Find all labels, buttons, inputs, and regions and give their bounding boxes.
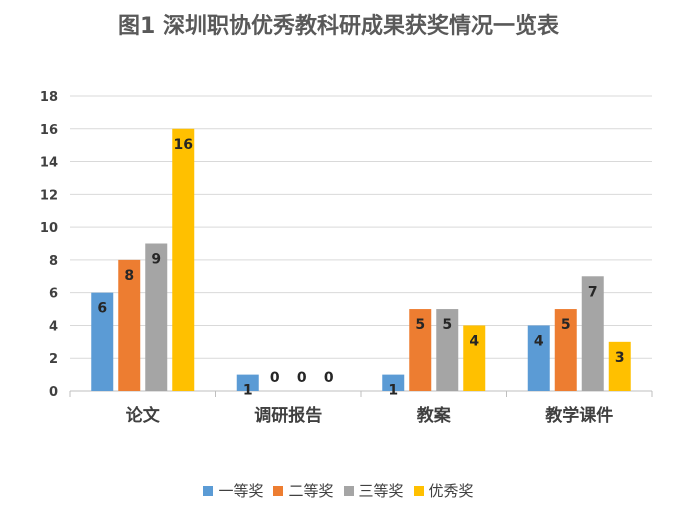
y-tick-label: 10 [40, 221, 58, 236]
data-label: 0 [297, 370, 307, 386]
legend-label: 三等奖 [358, 482, 404, 500]
legend-item: 一等奖 [203, 480, 263, 501]
bar [91, 292, 114, 391]
data-label: 0 [270, 370, 280, 386]
x-tick-label: 论文 [126, 405, 161, 426]
data-label: 5 [415, 317, 425, 333]
legend-swatch [273, 485, 284, 496]
data-label: 0 [324, 370, 334, 386]
bar [172, 128, 195, 391]
y-tick-label: 16 [40, 123, 58, 138]
legend-swatch [203, 485, 214, 496]
chart-title: 图1 深圳职协优秀教科研成果获奖情况一览表 [118, 14, 559, 39]
bar [382, 374, 405, 391]
bar [581, 276, 604, 391]
data-label: 1 [243, 383, 253, 399]
bar [118, 259, 141, 391]
legend-item: 二等奖 [273, 480, 334, 501]
bar [145, 243, 168, 391]
bar [409, 309, 432, 391]
y-tick-label: 14 [40, 156, 58, 171]
y-tick-label: 4 [49, 319, 58, 334]
data-label: 4 [534, 333, 544, 349]
y-tick-label: 8 [49, 254, 58, 269]
bar [608, 341, 631, 391]
x-tick-label: 教案 [416, 405, 452, 426]
x-tick-label: 教学课件 [544, 405, 613, 426]
data-label: 6 [97, 301, 107, 317]
data-label: 16 [174, 137, 193, 153]
bar [554, 309, 577, 391]
data-label: 5 [561, 317, 571, 333]
legend-item: 三等奖 [343, 480, 404, 501]
data-label: 3 [615, 350, 625, 366]
bar [527, 325, 550, 391]
data-label: 4 [469, 333, 479, 349]
y-tick-label: 0 [49, 385, 58, 400]
data-label: 9 [151, 252, 161, 268]
chart-legend: 一等奖 二等奖 三等奖 优秀奖 [0, 480, 677, 501]
y-tick-label: 2 [49, 352, 58, 367]
y-tick-label: 18 [40, 90, 58, 105]
legend-label: 优秀奖 [428, 482, 474, 500]
x-tick-label: 调研报告 [254, 405, 322, 426]
data-label: 5 [442, 317, 452, 333]
y-tick-label: 12 [40, 188, 58, 203]
data-label: 7 [588, 284, 598, 300]
legend-swatch [413, 485, 424, 496]
legend-swatch [343, 485, 354, 496]
data-label: 8 [124, 268, 134, 284]
legend-item: 优秀奖 [413, 480, 474, 501]
legend-label: 一等奖 [218, 482, 264, 500]
bar [236, 374, 259, 391]
y-tick-label: 6 [49, 287, 58, 302]
legend-label: 二等奖 [288, 482, 334, 500]
bar [436, 309, 459, 391]
bar [463, 325, 486, 391]
data-label: 1 [388, 383, 398, 399]
